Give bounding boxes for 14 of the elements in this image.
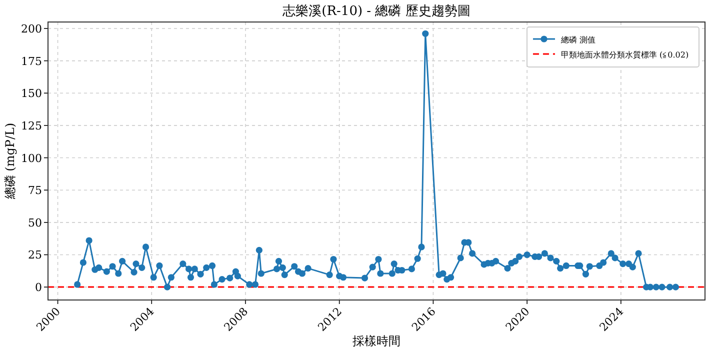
- y-tick-label: 175: [21, 54, 42, 68]
- y-tick-label: 50: [28, 216, 42, 230]
- y-tick-label: 125: [21, 119, 42, 132]
- chart-title: 志樂溪(R-10) - 總磷 歷史趨勢圖: [282, 4, 470, 19]
- y-tick-label: 100: [21, 152, 42, 165]
- y-tick-label: 200: [21, 22, 42, 36]
- y-tick-label: 0: [35, 281, 42, 294]
- y-tick-label: 25: [28, 248, 42, 262]
- y-tick-label: 150: [21, 87, 42, 100]
- legend-label: 總磷 測值: [560, 36, 596, 44]
- legend-label: 甲類地面水體分類水質標準 (≦0.02): [561, 50, 689, 60]
- y-axis-title: 總磷 (mgP/L): [3, 122, 17, 200]
- x-axis-title: 採樣時間: [352, 334, 400, 348]
- y-tick-label: 75: [28, 184, 42, 198]
